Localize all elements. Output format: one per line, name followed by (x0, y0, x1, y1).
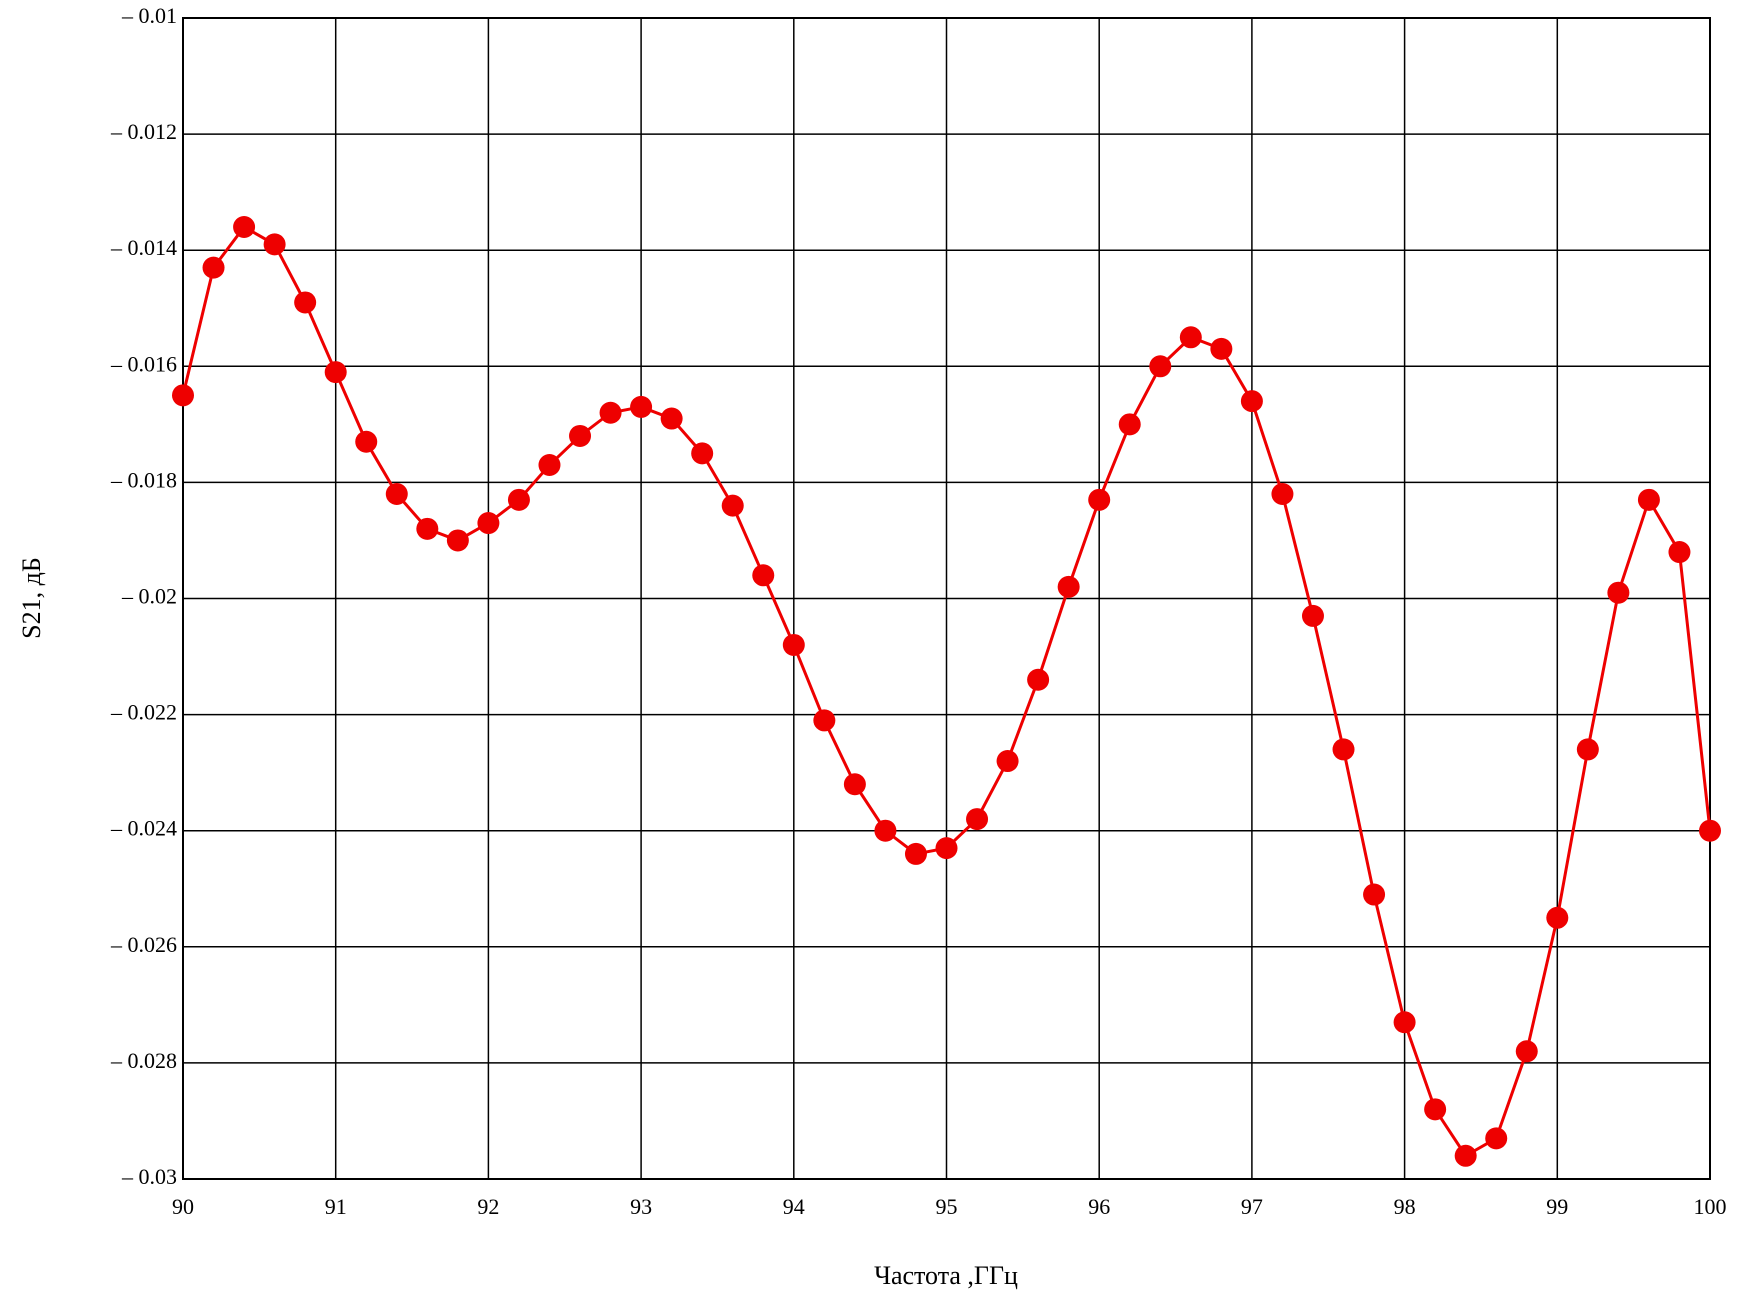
data-point (355, 430, 378, 453)
data-point (1179, 326, 1202, 349)
data-point (1576, 738, 1599, 761)
y-tick-label: – 0.02 (121, 584, 177, 609)
y-tick-label: – 0.028 (110, 1048, 177, 1073)
x-tick-label: 93 (630, 1194, 652, 1219)
data-point (1454, 1144, 1477, 1167)
data-point (1271, 483, 1294, 506)
data-point (507, 488, 530, 511)
data-point (1057, 575, 1080, 598)
x-tick-label: 94 (783, 1194, 805, 1219)
data-point (599, 401, 622, 424)
x-tick-label: 95 (936, 1194, 958, 1219)
data-point (1637, 488, 1660, 511)
data-point (1546, 906, 1569, 929)
x-axis-title: Частота ,ГГц (874, 1261, 1018, 1290)
x-tick-label: 96 (1088, 1194, 1110, 1219)
data-point (385, 483, 408, 506)
y-tick-label: – 0.03 (121, 1164, 177, 1189)
data-point (935, 837, 958, 860)
plot-frame (182, 17, 1711, 1180)
data-point (477, 512, 500, 535)
data-point (721, 494, 744, 517)
x-tick-label: 99 (1546, 1194, 1568, 1219)
y-axis-title: S21, дБ (17, 557, 46, 639)
x-tick-label: 97 (1241, 1194, 1263, 1219)
y-tick-label: – 0.024 (110, 816, 177, 841)
data-point (538, 453, 561, 476)
y-tick-label: – 0.014 (110, 235, 177, 260)
x-tick-label: 91 (325, 1194, 347, 1219)
data-point (660, 407, 683, 430)
data-point (1332, 738, 1355, 761)
data-point (1118, 413, 1141, 436)
data-point (1027, 668, 1050, 691)
data-point (1088, 488, 1111, 511)
data-point (1149, 355, 1172, 378)
y-tick-label: – 0.016 (110, 351, 177, 376)
data-point (1699, 819, 1721, 842)
data-point (1485, 1127, 1508, 1150)
data-point (691, 442, 714, 465)
x-tick-label: 92 (477, 1194, 499, 1219)
y-tick-label: – 0.022 (110, 700, 177, 725)
data-point (446, 529, 469, 552)
data-point (843, 773, 866, 796)
data-point (1393, 1011, 1416, 1034)
data-point (874, 819, 897, 842)
x-tick-label: 98 (1394, 1194, 1416, 1219)
data-point (1363, 883, 1386, 906)
data-point (996, 750, 1019, 773)
data-point (233, 215, 256, 238)
x-tick-label: 100 (1694, 1194, 1727, 1219)
data-point (294, 291, 317, 314)
data-point (1515, 1040, 1538, 1063)
data-point (630, 395, 653, 418)
y-tick-label: – 0.01 (121, 3, 177, 28)
data-point (1210, 337, 1233, 360)
data-point (813, 709, 836, 732)
data-point (966, 808, 989, 831)
data-point (782, 633, 805, 656)
data-point (416, 517, 439, 540)
y-tick-label: – 0.012 (110, 119, 177, 144)
data-point (1301, 604, 1324, 627)
data-point (1240, 390, 1263, 413)
data-point (1424, 1098, 1447, 1121)
data-point (172, 384, 194, 407)
data-point (324, 361, 347, 384)
data-point (904, 842, 927, 865)
x-tick-label: 90 (172, 1194, 194, 1219)
data-point (1607, 581, 1630, 604)
data-point (569, 424, 592, 447)
y-tick-label: – 0.026 (110, 932, 177, 957)
data-point (1668, 541, 1691, 564)
data-point (263, 233, 286, 256)
data-point (752, 564, 775, 587)
y-tick-label: – 0.018 (110, 467, 177, 492)
data-point (202, 256, 225, 279)
